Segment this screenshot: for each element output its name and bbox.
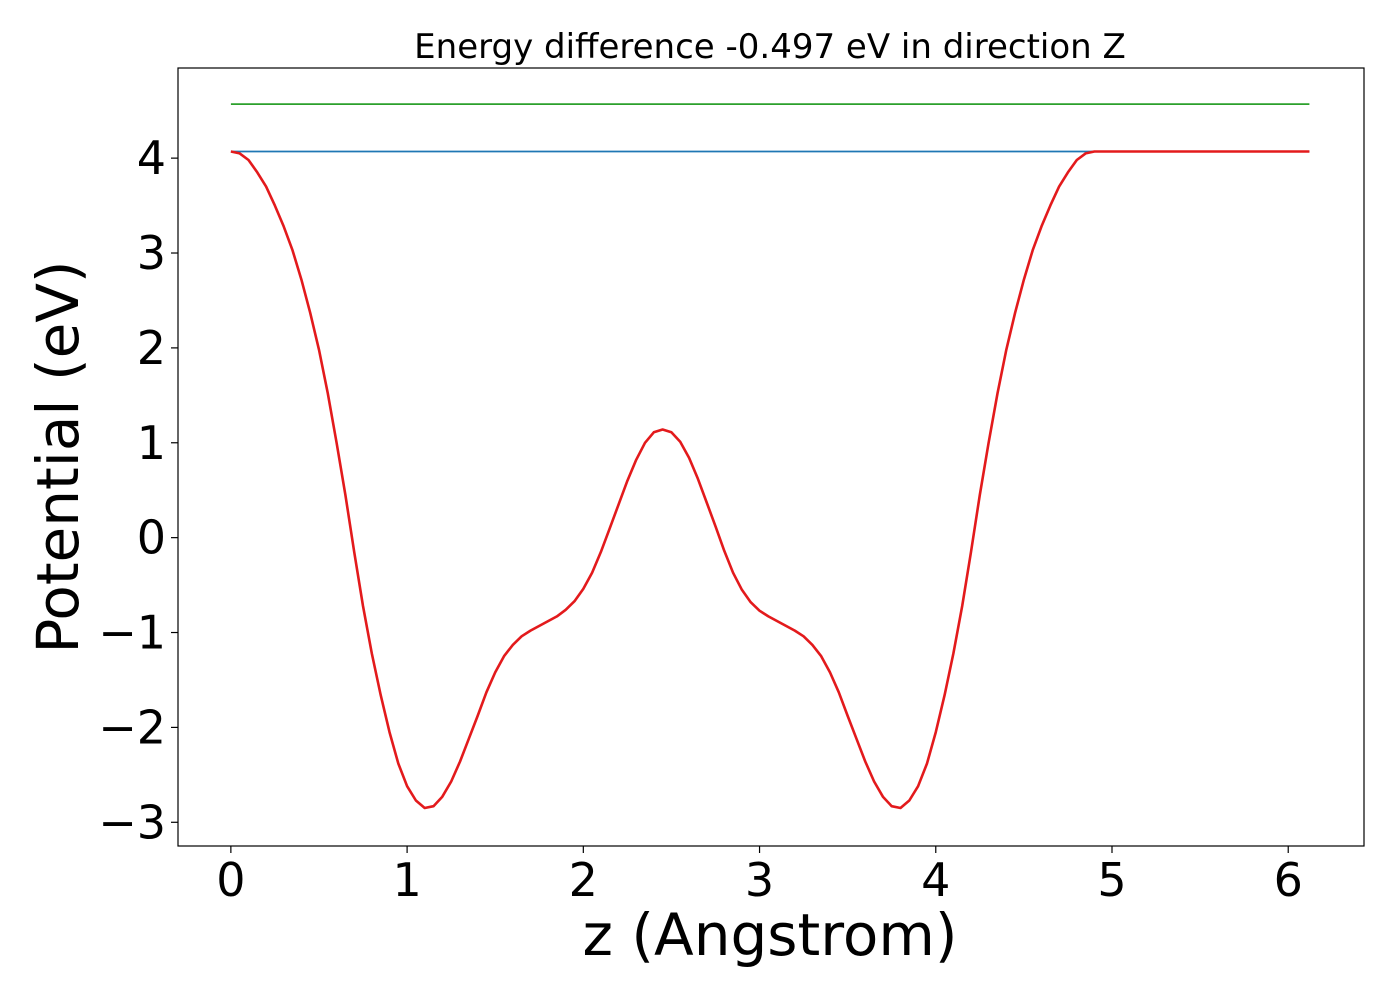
x-axis-label: z (Angstrom)	[583, 901, 958, 969]
y-tick-label: 4	[137, 131, 166, 185]
x-tick-label: 2	[569, 853, 598, 907]
x-tick-label: 3	[745, 853, 774, 907]
chart-title: Energy difference -0.497 eV in direction…	[414, 27, 1126, 67]
x-tick-label: 4	[921, 853, 950, 907]
y-tick-label: 0	[137, 511, 166, 565]
x-tick-label: 0	[216, 853, 245, 907]
plot-frame	[177, 67, 1365, 847]
plot-lines	[230, 103, 1310, 810]
y-tick-label: −2	[98, 700, 166, 754]
y-axis-label: Potential (eV)	[24, 260, 92, 653]
series-line-2	[230, 150, 1310, 810]
x-tick-label: 6	[1274, 853, 1303, 907]
y-tick-label: 1	[137, 416, 166, 470]
x-tick-label: 5	[1097, 853, 1126, 907]
x-tick-label: 1	[392, 853, 421, 907]
y-tick-label: 3	[137, 226, 166, 280]
y-tick-label: 2	[137, 321, 166, 375]
y-axis-ticks: −3 −2 −1 0 1 2 3 4	[98, 131, 178, 849]
y-tick-label: −3	[98, 795, 166, 849]
y-tick-label: −1	[98, 606, 166, 660]
x-axis-ticks: 0 1 2 3 4 5 6	[216, 846, 1303, 907]
